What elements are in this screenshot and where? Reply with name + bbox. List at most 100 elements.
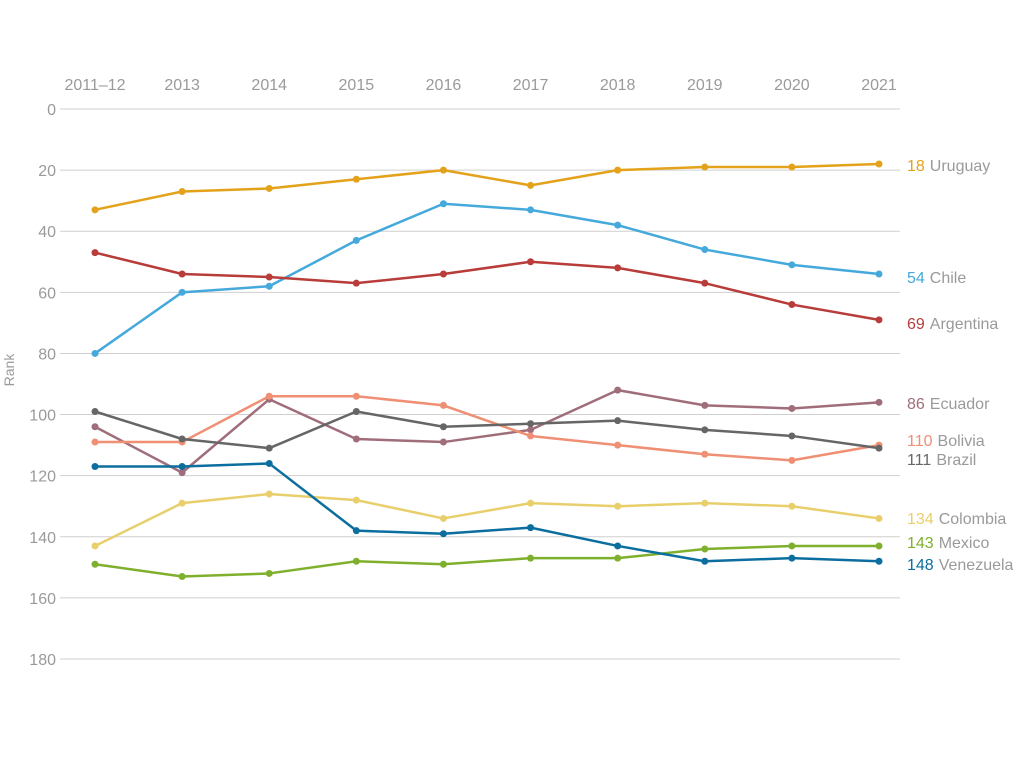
series-end-value: 18 xyxy=(907,158,925,175)
series-name: Chile xyxy=(930,270,967,287)
data-point-venezuela xyxy=(352,527,360,535)
data-point-brazil xyxy=(875,444,883,452)
y-tick-label: 80 xyxy=(38,346,56,363)
series-label-ecuador: 86 Ecuador xyxy=(907,396,990,413)
data-point-chile xyxy=(875,270,883,278)
series-line-brazil xyxy=(94,410,880,450)
series-end-value: 69 xyxy=(907,316,925,333)
data-point-chile xyxy=(265,282,273,290)
series-name: Colombia xyxy=(939,511,1007,528)
series-name: Mexico xyxy=(939,535,990,552)
x-tick-label: 2018 xyxy=(600,77,636,94)
x-tick-label: 2013 xyxy=(164,77,200,94)
series-label-colombia: 134 Colombia xyxy=(907,511,1006,528)
x-tick-label: 2014 xyxy=(251,77,287,94)
data-point-ecuador xyxy=(875,398,883,406)
series-label-chile: 54 Chile xyxy=(907,270,966,287)
data-point-argentina xyxy=(91,249,99,257)
series-end-value: 54 xyxy=(907,270,925,287)
data-point-brazil xyxy=(527,420,535,428)
series-line-chile xyxy=(94,202,880,355)
data-point-uruguay xyxy=(701,163,709,171)
data-point-venezuela xyxy=(265,459,273,467)
series-label-brazil: 111 Brazil xyxy=(907,452,976,469)
x-tick-label: 2021 xyxy=(861,77,897,94)
data-point-brazil xyxy=(788,432,796,440)
data-point-venezuela xyxy=(439,530,447,538)
data-point-brazil xyxy=(439,423,447,431)
y-tick-label: 100 xyxy=(29,408,56,425)
data-point-ecuador xyxy=(527,426,535,434)
data-point-ecuador xyxy=(614,386,622,394)
series-line-colombia xyxy=(94,492,880,548)
data-point-uruguay xyxy=(439,166,447,174)
series-line-venezuela xyxy=(95,462,880,563)
data-point-colombia xyxy=(614,502,622,510)
data-point-mexico xyxy=(178,573,186,580)
data-point-argentina xyxy=(875,316,883,324)
series-name: Bolivia xyxy=(938,433,985,450)
data-point-bolivia xyxy=(527,432,535,440)
data-point-bolivia xyxy=(439,401,447,409)
y-tick-label: 40 xyxy=(38,224,56,241)
data-point-argentina xyxy=(788,301,796,309)
data-point-mexico xyxy=(91,560,99,568)
data-point-chile xyxy=(91,349,99,357)
y-tick-label: 180 xyxy=(29,652,56,669)
data-point-argentina xyxy=(439,270,447,278)
data-point-colombia xyxy=(875,514,883,522)
data-point-bolivia xyxy=(788,456,796,464)
data-point-argentina xyxy=(701,279,709,287)
series-line-ecuador xyxy=(94,388,880,474)
series-end-value: 148 xyxy=(907,557,934,574)
data-point-chile xyxy=(701,246,709,254)
series-label-uruguay: 18 Uruguay xyxy=(907,158,990,175)
x-tick-label: 2020 xyxy=(774,77,810,94)
data-point-mexico xyxy=(788,542,796,550)
data-point-bolivia xyxy=(91,438,99,446)
data-point-argentina xyxy=(265,273,273,281)
data-point-colombia xyxy=(788,502,796,510)
data-point-bolivia xyxy=(701,450,709,458)
data-point-mexico xyxy=(352,557,360,565)
data-point-venezuela xyxy=(788,554,796,562)
data-point-brazil xyxy=(352,408,360,415)
data-point-ecuador xyxy=(178,469,186,477)
data-point-chile xyxy=(439,200,447,208)
series-line-bolivia xyxy=(95,394,880,462)
data-point-venezuela xyxy=(614,542,622,550)
data-point-ecuador xyxy=(439,438,447,446)
data-point-mexico xyxy=(265,569,273,577)
series-line-uruguay xyxy=(94,162,880,212)
data-point-mexico xyxy=(701,545,709,553)
y-axis-label: Rank xyxy=(1,353,17,387)
data-point-argentina xyxy=(352,279,360,287)
data-point-colombia xyxy=(178,499,186,507)
x-tick-label: 2019 xyxy=(687,77,723,94)
series-name: Brazil xyxy=(936,452,976,469)
y-tick-label: 60 xyxy=(38,285,56,302)
data-point-uruguay xyxy=(265,184,273,192)
data-point-mexico xyxy=(527,554,535,562)
series-name: Uruguay xyxy=(930,158,990,175)
data-point-brazil xyxy=(265,444,273,452)
series-line-argentina xyxy=(94,251,880,322)
data-point-bolivia xyxy=(614,441,622,449)
data-point-brazil xyxy=(178,435,186,443)
data-point-venezuela xyxy=(178,463,186,470)
data-point-venezuela xyxy=(701,557,709,565)
data-point-uruguay xyxy=(352,175,360,183)
y-tick-label: 120 xyxy=(29,469,56,486)
data-point-uruguay xyxy=(875,160,883,168)
data-point-colombia xyxy=(527,499,535,507)
data-point-ecuador xyxy=(701,401,709,409)
series-end-value: 110 xyxy=(907,433,933,450)
series-label-bolivia: 110 Bolivia xyxy=(907,433,985,450)
data-point-venezuela xyxy=(875,557,883,565)
x-tick-label: 2016 xyxy=(426,77,462,94)
data-point-chile xyxy=(352,236,360,244)
data-point-brazil xyxy=(614,417,622,425)
data-point-bolivia xyxy=(352,392,360,400)
series-label-venezuela: 148 Venezuela xyxy=(907,557,1014,574)
